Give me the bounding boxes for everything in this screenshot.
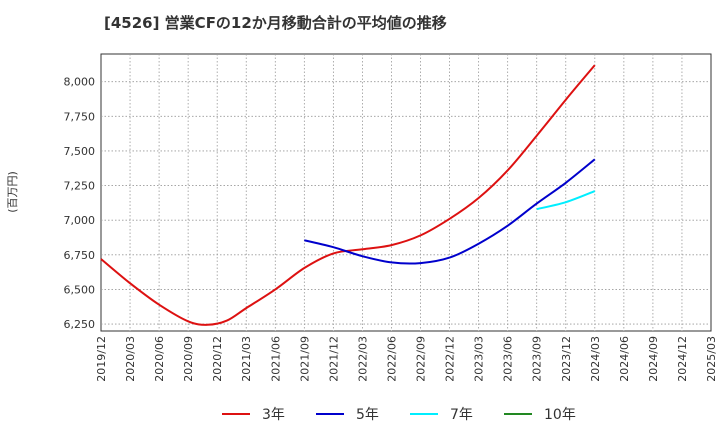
- series-line-2: [536, 190, 596, 211]
- series-layer: [100, 64, 596, 326]
- x-tick-label: 2021/12: [327, 336, 340, 382]
- y-tick-label: 6,500: [64, 283, 96, 296]
- legend-item-0: 3年: [222, 407, 285, 423]
- x-tick-label: 2022/09: [415, 336, 428, 382]
- series-line-1: [304, 158, 596, 265]
- legend-label: 7年: [450, 407, 473, 423]
- x-tick-label: 2025/03: [705, 336, 718, 382]
- x-tick-label: 2024/12: [676, 336, 689, 382]
- x-tick-label: 2020/12: [211, 336, 224, 382]
- y-tick-label: 6,750: [64, 249, 96, 262]
- x-axis: 2019/12 2020/03 2020/06 2020/09 2020/12 2021/…: [95, 336, 718, 382]
- x-tick-label: 2020/09: [182, 336, 195, 382]
- series-line-0: [100, 64, 596, 326]
- x-tick-label: 2024/03: [589, 336, 602, 382]
- y-axis-label: (百万円): [6, 171, 19, 213]
- x-tick-label: 2022/06: [385, 336, 398, 382]
- y-tick-label: 8,000: [64, 76, 96, 89]
- x-tick-label: 2021/03: [240, 336, 253, 382]
- legend-item-3: 10年: [504, 407, 576, 423]
- x-tick-label: 2023/06: [502, 336, 515, 382]
- x-tick-label: 2021/06: [269, 336, 282, 382]
- x-tick-label: 2019/12: [95, 336, 108, 382]
- plot-frame: [100, 53, 712, 332]
- y-tick-label: 7,250: [64, 180, 96, 193]
- x-tick-label: 2022/03: [356, 336, 369, 382]
- legend-label: 3年: [262, 407, 285, 423]
- y-tick-label: 7,500: [64, 145, 96, 158]
- y-tick-label: 7,750: [64, 110, 96, 123]
- x-tick-label: 2023/03: [473, 336, 486, 382]
- x-tick-label: 2023/12: [560, 336, 573, 382]
- legend-item-1: 5年: [316, 407, 379, 423]
- legend: 3年 5年 7年 10年: [222, 407, 576, 423]
- legend-item-2: 7年: [410, 407, 473, 423]
- y-tick-label: 7,000: [64, 214, 96, 227]
- x-tick-label: 2024/09: [647, 336, 660, 382]
- legend-label: 10年: [544, 407, 576, 423]
- y-axis: 6,250 6,500 6,750 7,000 7,250 7,500 7,750 8,000: [64, 76, 96, 331]
- plot-area: [100, 53, 712, 332]
- legend-label: 5年: [356, 407, 379, 423]
- x-tick-label: 2020/06: [153, 336, 166, 382]
- x-tick-label: 2021/09: [298, 336, 311, 382]
- x-tick-label: 2022/12: [444, 336, 457, 382]
- chart-title: [4526] 営業CFの12か月移動合計の平均値の推移: [104, 14, 447, 32]
- x-tick-label: 2024/06: [618, 336, 631, 382]
- x-tick-label: 2020/03: [124, 336, 137, 382]
- y-tick-label: 6,250: [64, 318, 96, 331]
- x-tick-label: 2023/09: [531, 336, 544, 382]
